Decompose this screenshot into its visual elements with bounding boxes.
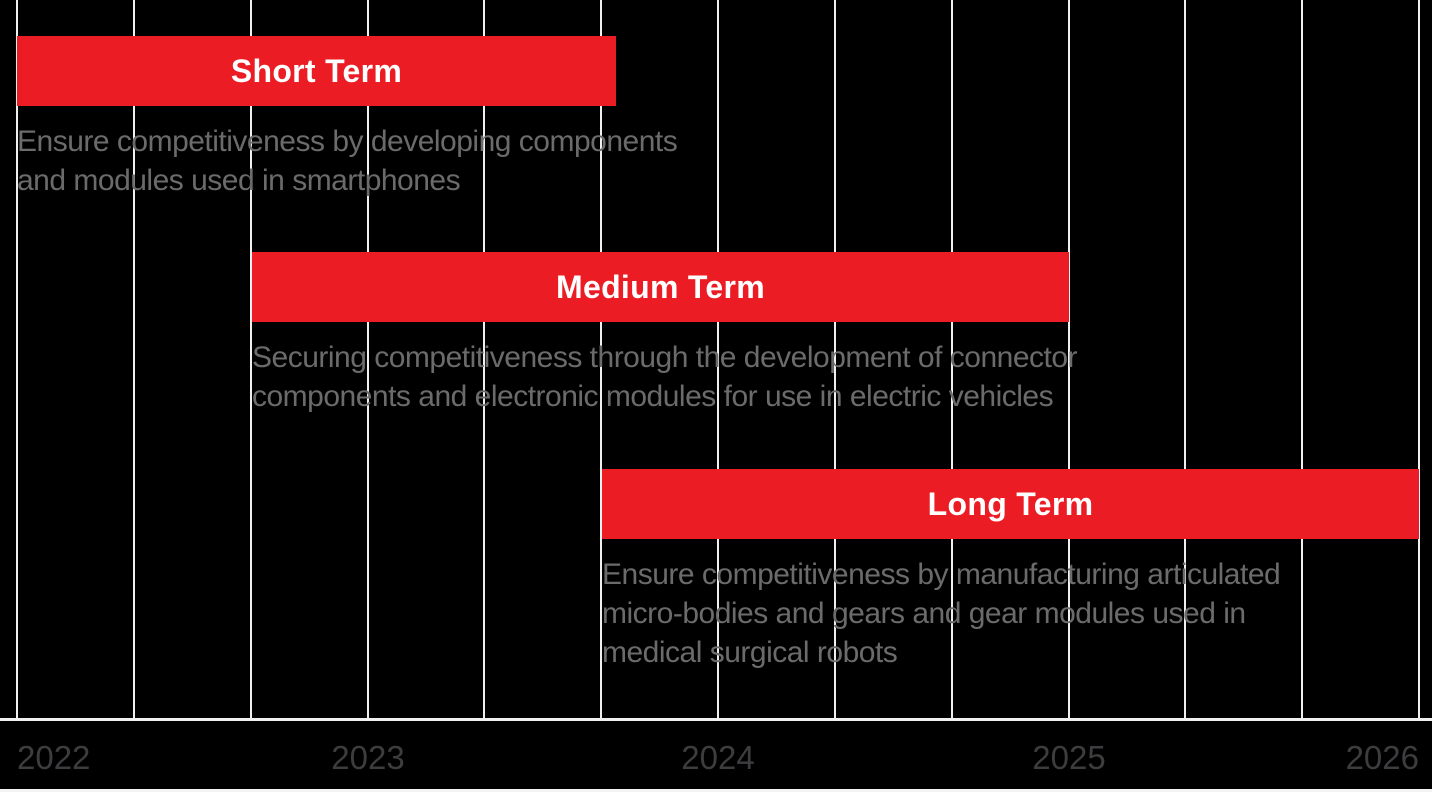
x-axis-line	[0, 718, 1432, 721]
axis-year-label-2023: 2023	[331, 739, 405, 776]
axis-year-label-2025: 2025	[1032, 739, 1106, 776]
gridline	[717, 0, 719, 719]
gridline	[483, 0, 485, 719]
gridline	[367, 0, 369, 719]
gridline	[250, 0, 252, 719]
gridline	[1068, 0, 1070, 719]
gridline	[834, 0, 836, 719]
gridline	[133, 0, 135, 719]
long-term-bar: Long Term	[602, 469, 1419, 539]
long-term-description: Ensure competitiveness by manufacturing …	[602, 558, 1281, 669]
gridline	[1301, 0, 1303, 719]
phase-short-term: Short Term Ensure competitiveness by dev…	[17, 36, 678, 200]
gridline	[951, 0, 953, 719]
short-term-bar: Short Term	[17, 36, 616, 106]
medium-term-description: Securing competitiveness through the dev…	[252, 341, 1078, 413]
axis-year-label-2024: 2024	[681, 739, 755, 776]
gridline	[16, 0, 18, 719]
gridline	[1184, 0, 1186, 719]
gridline	[1418, 0, 1420, 719]
phase-long-term: Long Term Ensure competitiveness by manu…	[602, 469, 1419, 672]
axis-year-label-2026: 2026	[1345, 739, 1419, 776]
bottom-border-line	[0, 789, 1432, 792]
long-term-bar-label: Long Term	[927, 485, 1094, 522]
medium-term-bar-label: Medium Term	[556, 268, 765, 305]
short-term-description: Ensure competitiveness by developing com…	[17, 125, 678, 197]
axis-year-label-2022: 2022	[17, 739, 91, 776]
phase-medium-term: Medium Term Securing competitiveness thr…	[252, 252, 1078, 416]
medium-term-bar: Medium Term	[252, 252, 1069, 322]
short-term-bar-label: Short Term	[230, 52, 403, 89]
gridline	[600, 0, 602, 719]
